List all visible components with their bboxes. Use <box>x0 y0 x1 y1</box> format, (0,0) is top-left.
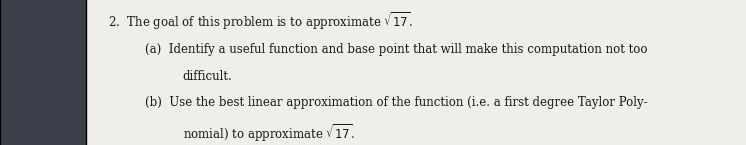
Text: nomial) to approximate $\sqrt{17}$.: nomial) to approximate $\sqrt{17}$. <box>183 122 355 144</box>
Text: (b)  Use the best linear approximation of the function (i.e. a first degree Tayl: (b) Use the best linear approximation of… <box>145 96 648 109</box>
Text: difficult.: difficult. <box>183 70 233 83</box>
Text: 2.  The goal of this problem is to approximate $\sqrt{17}$.: 2. The goal of this problem is to approx… <box>108 10 413 32</box>
FancyBboxPatch shape <box>0 0 86 145</box>
Text: (a)  Identify a useful function and base point that will make this computation n: (a) Identify a useful function and base … <box>145 44 648 57</box>
